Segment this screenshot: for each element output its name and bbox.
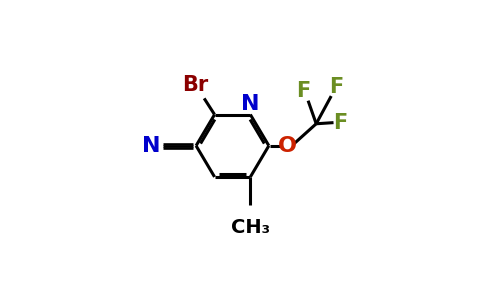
Text: F: F — [333, 112, 348, 133]
Text: F: F — [329, 77, 343, 97]
Text: N: N — [142, 136, 160, 156]
Text: F: F — [296, 81, 311, 101]
Text: O: O — [278, 136, 297, 156]
Text: Br: Br — [182, 74, 208, 94]
Text: CH₃: CH₃ — [231, 218, 270, 237]
Text: N: N — [241, 94, 259, 114]
